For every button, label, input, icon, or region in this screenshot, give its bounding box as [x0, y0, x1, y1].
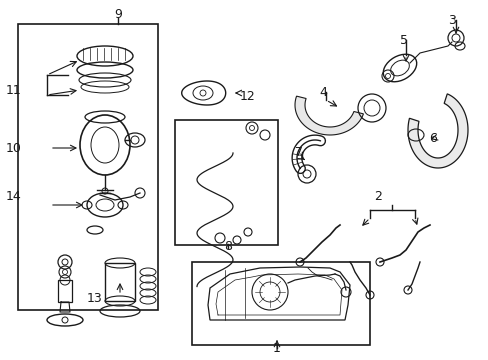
Text: 6: 6 — [428, 131, 436, 144]
Bar — [105, 263, 135, 301]
Text: 14: 14 — [6, 189, 22, 202]
Polygon shape — [294, 96, 363, 135]
Text: 5: 5 — [399, 33, 407, 46]
Text: 13: 13 — [87, 292, 102, 305]
Text: 1: 1 — [272, 342, 281, 355]
Text: 12: 12 — [240, 90, 255, 103]
Text: 9: 9 — [114, 8, 122, 21]
Bar — [58, 280, 72, 302]
Polygon shape — [182, 81, 225, 105]
Bar — [192, 262, 369, 345]
Text: 4: 4 — [318, 85, 326, 99]
Text: 10: 10 — [6, 141, 22, 154]
Bar — [175, 120, 278, 245]
Text: 3: 3 — [447, 13, 455, 27]
Text: 11: 11 — [6, 84, 22, 96]
Text: 2: 2 — [373, 189, 381, 202]
Text: 8: 8 — [224, 240, 231, 253]
Text: 7: 7 — [294, 145, 303, 158]
Polygon shape — [407, 94, 467, 168]
Polygon shape — [207, 267, 349, 320]
Bar — [18, 24, 158, 310]
